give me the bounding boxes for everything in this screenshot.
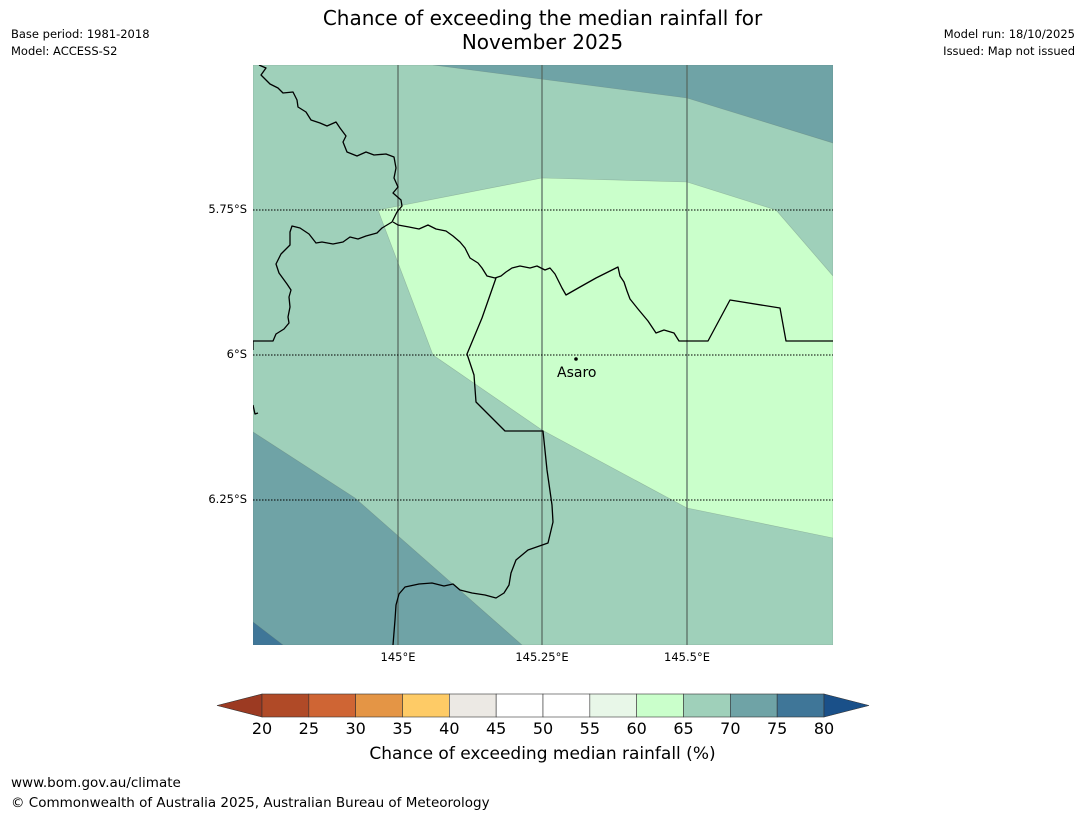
band-60-65 <box>377 177 833 539</box>
colorbar-segment <box>402 693 450 718</box>
colorbar-segment <box>589 693 637 718</box>
colorbar-tick-label: 20 <box>251 719 273 738</box>
colorbar-segment <box>261 693 310 718</box>
boundary-north-west <box>253 65 403 350</box>
title-line-1: Chance of exceeding the median rainfall … <box>322 6 763 30</box>
colorbar-segment <box>495 693 544 718</box>
colorbar-tick-label: 30 <box>345 719 366 738</box>
boundary-south <box>392 277 554 645</box>
band-70-75-bottom <box>253 431 523 645</box>
lon-label-145: 145°E <box>380 650 416 664</box>
colorbar-segment <box>730 693 778 718</box>
colorbar-segment <box>683 693 731 718</box>
colorbar-tick-label: 65 <box>673 719 694 738</box>
colorbar-under-arrow <box>216 693 263 718</box>
colorbar-segment <box>449 693 497 718</box>
asaro-marker <box>574 357 578 361</box>
band-70-75-top <box>432 65 833 144</box>
colorbar-segment <box>542 693 591 718</box>
lat-label-6: 6°S <box>226 347 247 361</box>
colorbar-tick-label: 75 <box>766 719 788 738</box>
place-label-asaro: Asaro <box>557 365 597 381</box>
model-name: Model: ACCESS-S2 <box>11 44 118 58</box>
colorbar <box>216 693 870 718</box>
colorbar-tick-label: 45 <box>485 719 507 738</box>
issued-status: Issued: Map not issued <box>943 44 1075 58</box>
footer-url[interactable]: www.bom.gov.au/climate <box>11 775 181 791</box>
lon-label-145-5: 145.5°E <box>664 650 710 664</box>
colorbar-tick-label: 25 <box>298 719 319 738</box>
map-panel <box>253 65 833 645</box>
map-title: Chance of exceeding the median rainfall … <box>0 6 1085 54</box>
colorbar-tick-label: 50 <box>532 719 554 738</box>
colorbar-tick-label: 60 <box>626 719 647 738</box>
boundaries <box>253 65 833 645</box>
colorbar-segment <box>776 693 825 718</box>
boundary-north-east <box>392 221 833 342</box>
footer-copyright: © Commonwealth of Australia 2025, Austra… <box>11 795 490 811</box>
colorbar-segment <box>308 693 356 718</box>
colorbar-segments <box>261 693 825 718</box>
colorbar-tick-label: 70 <box>720 719 741 738</box>
lat-label-5-75: 5.75°S <box>208 202 247 216</box>
band-75-80-corner <box>253 621 284 645</box>
title-line-2: November 2025 <box>461 30 624 54</box>
meta-left: Base period: 1981-2018 Model: ACCESS-S2 <box>11 26 150 60</box>
lat-label-6-25: 6.25°S <box>208 492 247 506</box>
colorbar-tick-label: 35 <box>392 719 413 738</box>
colorbar-over-arrow <box>823 693 870 718</box>
meta-right: Model run: 18/10/2025 Issued: Map not is… <box>943 26 1075 60</box>
colorbar-segment <box>636 693 684 718</box>
colorbar-segment <box>355 693 403 718</box>
base-period: Base period: 1981-2018 <box>11 27 150 41</box>
colorbar-tick-label: 80 <box>813 719 835 738</box>
lon-label-145-25: 145.25°E <box>515 650 569 664</box>
boundary-west-fragment <box>253 404 259 415</box>
model-run: Model run: 18/10/2025 <box>943 27 1075 41</box>
colorbar-tick-label: 40 <box>439 719 460 738</box>
colorbar-title: Chance of exceeding median rainfall (%) <box>369 744 716 764</box>
colorbar-tick-label: 55 <box>579 719 600 738</box>
